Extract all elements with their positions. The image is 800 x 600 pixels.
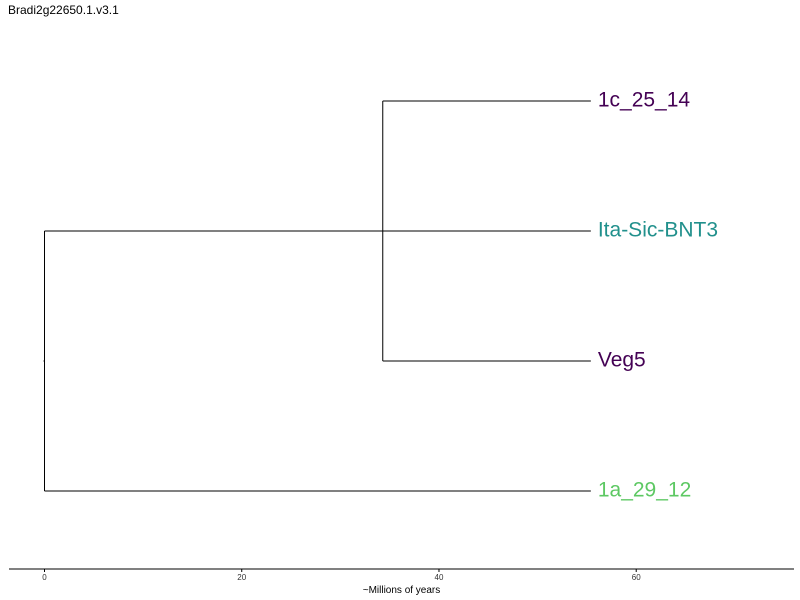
tip-label: Ita-Sic-BNT3 bbox=[598, 219, 718, 242]
x-tick-label: 0 bbox=[42, 573, 47, 582]
tip-label: Veg5 bbox=[598, 349, 646, 372]
tip-labels: 1c_25_14 Ita-Sic-BNT3 Veg5 1a_29_12 bbox=[598, 89, 718, 502]
x-tick-label: 60 bbox=[632, 573, 641, 582]
tip-label: 1a_29_12 bbox=[598, 479, 691, 502]
x-axis-title: ~Millions of years bbox=[363, 585, 441, 596]
tip-label: 1c_25_14 bbox=[598, 89, 691, 112]
tree-edges bbox=[43, 100, 591, 492]
plot-title: Bradi2g22650.1.v3.1 bbox=[8, 3, 119, 17]
x-axis: 0 20 40 60 ~Millions of years bbox=[9, 568, 794, 596]
x-axis-ticks: 0 20 40 60 bbox=[42, 569, 641, 582]
x-tick-label: 20 bbox=[237, 573, 246, 582]
x-tick-label: 40 bbox=[435, 573, 444, 582]
